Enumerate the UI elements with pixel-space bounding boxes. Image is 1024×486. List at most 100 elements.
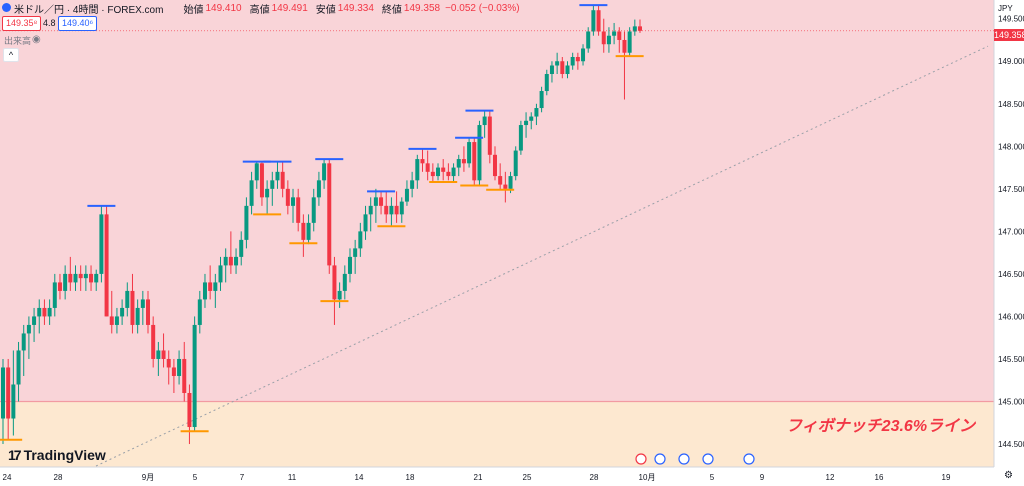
candle-body [415, 159, 420, 181]
candle-body [482, 116, 487, 126]
event-flag-icon[interactable] [654, 453, 666, 465]
candle-body [171, 367, 176, 376]
candle-body [477, 125, 482, 181]
close-value: 149.358 [403, 2, 441, 14]
price-tick-label: 147.000 [998, 227, 1024, 236]
candle-body [591, 10, 596, 32]
candle-body [575, 56, 580, 62]
event-flag-icon[interactable] [702, 453, 714, 465]
fib-annotation: フィボナッチ23.6%ライン [786, 418, 976, 435]
price-tick-label: 149.500 [998, 15, 1024, 24]
high-value: 149.491 [271, 2, 308, 14]
candle-body [612, 31, 617, 36]
candle-body [249, 180, 254, 206]
candle-body [539, 91, 544, 109]
candle-body [368, 205, 373, 215]
candle-body [529, 116, 534, 121]
candle-body [187, 392, 192, 428]
candle-body [197, 299, 202, 325]
price-tick-label: 146.000 [998, 312, 1024, 321]
candle-body [581, 48, 586, 62]
settings-gear-icon[interactable]: ⚙ [1004, 470, 1013, 481]
price-tick-label: 145.500 [998, 355, 1024, 364]
candle-body [544, 74, 549, 92]
candle-body [487, 116, 492, 155]
candle-body [353, 248, 358, 257]
time-tick-label: 5 [193, 473, 198, 482]
candle-body [518, 125, 523, 151]
candle-body [638, 26, 642, 31]
candle-body [570, 56, 575, 66]
candle-body [228, 256, 233, 266]
price-tick-label: 148.000 [998, 142, 1024, 151]
time-tick-label: 16 [875, 473, 884, 482]
time-tick-label: 12 [826, 473, 835, 482]
upper-zone [0, 0, 994, 402]
price-tick-label: 148.500 [998, 100, 1024, 109]
candle-body [16, 350, 21, 385]
candle-body [358, 231, 363, 249]
candle-body [21, 333, 26, 351]
low-value: 149.334 [337, 2, 374, 14]
candle-body [472, 142, 477, 181]
candle-body [166, 358, 171, 368]
event-flag-icon[interactable] [635, 453, 647, 465]
candle-body [524, 120, 529, 126]
candle-body [291, 197, 296, 206]
candle-body [104, 214, 109, 317]
candle-body [94, 273, 99, 283]
candle-body [239, 239, 244, 257]
candle-body [596, 10, 601, 32]
event-flag-icon[interactable] [743, 453, 755, 465]
price-axis[interactable] [994, 0, 1024, 486]
candle-body [114, 316, 119, 325]
candle-body [26, 324, 31, 334]
high-label: 高値 [249, 4, 270, 16]
candle-body [11, 384, 16, 419]
candle-body [270, 180, 275, 189]
price-tick-label: 149.000 [998, 57, 1024, 66]
candle-body [337, 290, 342, 300]
candle-body [234, 256, 239, 266]
symbol-title[interactable]: 米ドル／円 · 4時間 · FOREX.com [14, 4, 164, 16]
time-tick-label: 25 [523, 473, 532, 482]
logo-mark: 17 [8, 447, 22, 463]
eye-icon[interactable]: ◉ [32, 34, 41, 45]
candle-body [451, 167, 456, 177]
candle-body [218, 265, 223, 283]
candle-body [389, 205, 394, 215]
candle-body [327, 163, 332, 266]
candle-body [83, 273, 88, 279]
sell-button[interactable]: 149.35⁸ [2, 16, 42, 31]
candle-body [213, 282, 218, 291]
candle-body [63, 273, 68, 291]
candle-body [78, 273, 83, 279]
lower-zone [0, 401, 994, 467]
candle-body [316, 180, 321, 198]
candle-body [503, 184, 508, 189]
open-label: 始値 [183, 4, 204, 16]
candle-body [285, 188, 290, 206]
time-tick-label: 24 [3, 473, 12, 482]
candle-body [161, 350, 166, 359]
time-axis[interactable] [0, 467, 994, 486]
collapse-legend-button[interactable]: ^ [3, 48, 19, 62]
candle-body [534, 108, 539, 117]
candle-body [146, 299, 151, 325]
low-label: 安値 [315, 4, 336, 16]
candle-body [394, 205, 399, 215]
buy-button[interactable]: 149.40⁶ [58, 16, 98, 31]
candle-body [347, 256, 352, 274]
time-tick-label: 14 [355, 473, 364, 482]
candle-body [617, 31, 622, 40]
candle-body [373, 197, 378, 206]
candle-body [182, 358, 187, 393]
price-tick-label: 147.500 [998, 185, 1024, 194]
event-flag-icon[interactable] [678, 453, 690, 465]
tradingview-logo[interactable]: 17 TradingView [8, 447, 106, 463]
candle-body [130, 290, 135, 325]
candle-body [399, 201, 404, 215]
candle-body [404, 188, 409, 202]
candle-body [192, 324, 197, 428]
